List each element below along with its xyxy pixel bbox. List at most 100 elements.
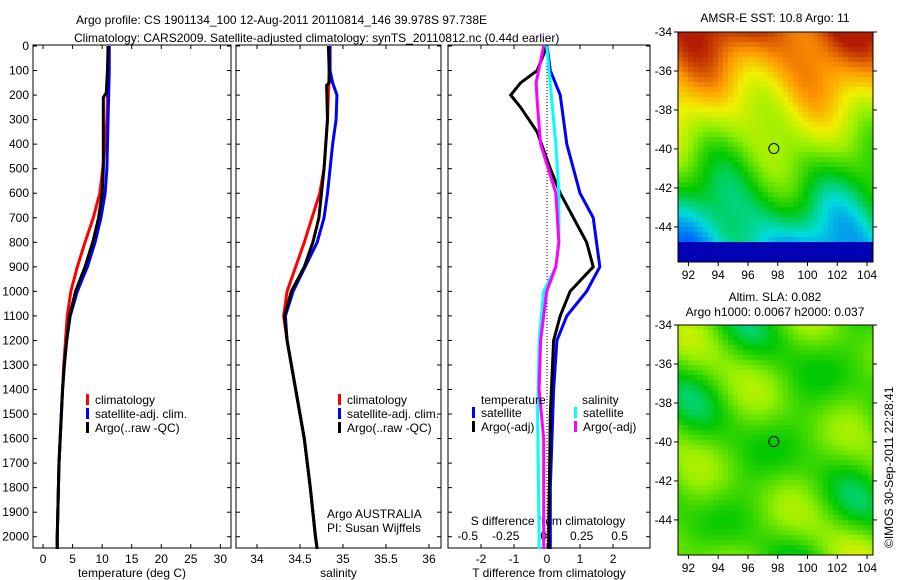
y-tick-label: -36 [655, 64, 673, 78]
x-tick-label: 15 [125, 552, 139, 566]
y-tick-label: 1500 [2, 407, 29, 421]
x-tick-label: 98 [771, 561, 785, 575]
s-tick-label: -0.5 [457, 529, 478, 543]
y-tick-label: -42 [655, 181, 673, 195]
x-tick-label: 35 [336, 552, 350, 566]
y-tick-label: 600 [9, 186, 29, 200]
legend-salinity-heading: salinity [582, 393, 619, 407]
y-tick-label: -44 [655, 513, 673, 527]
legend-swatch [338, 422, 341, 433]
y-tick-label: -40 [655, 142, 673, 156]
y-tick-label: 300 [9, 113, 29, 127]
y-tick-label: 700 [9, 211, 29, 225]
float-annotation: Argo AUSTRALIA [327, 507, 422, 521]
legend-swatch [472, 407, 475, 418]
series-t-satellite [545, 45, 602, 549]
panel-frame [235, 44, 442, 549]
legend-swatch [86, 422, 89, 433]
y-tick-label: -34 [655, 318, 673, 332]
x-tick-label: 30 [214, 552, 228, 566]
y-tick-label: -34 [655, 25, 673, 39]
y-tick-label: -38 [655, 396, 673, 410]
sla-map-title-line-2: Argo h1000: 0.0067 h2000: 0.037 [686, 305, 865, 319]
sst-map-title: AMSR-E SST: 10.8 Argo: 11 [700, 11, 850, 25]
series-climatology [55, 46, 110, 549]
x-tick-label: -2 [476, 552, 487, 566]
y-tick-label: -42 [655, 474, 673, 488]
s-tick-label: 0.5 [611, 529, 628, 543]
sla-map-heatmap [678, 325, 874, 556]
x-tick-label: -1 [509, 552, 520, 566]
x-tick-label: 20 [155, 552, 169, 566]
y-tick-label: 1600 [2, 432, 29, 446]
y-tick-label: 1400 [2, 383, 29, 397]
y-tick-label: 0 [22, 39, 29, 53]
y-tick-label: 1100 [3, 309, 29, 323]
legend-label: Argo(-adj) [481, 420, 534, 434]
x-tick-label: 92 [682, 268, 696, 282]
y-tick-label: 1900 [2, 505, 29, 519]
y-tick-label: -44 [655, 220, 673, 234]
s-tick-label: -0.25 [492, 529, 520, 543]
y-tick-label: 1800 [2, 481, 29, 495]
y-tick-label: 400 [9, 137, 29, 151]
map-frame [677, 324, 874, 556]
x-tick-label: 5 [69, 552, 76, 566]
legend-swatch [574, 421, 577, 432]
credit-label: ©IMOS 30-Sep-2011 22:28:41 [882, 386, 896, 548]
series-t-argo-adj- [508, 45, 595, 549]
y-tick-label: 800 [9, 235, 29, 249]
map-frame [677, 31, 874, 263]
y-tick-label: 900 [9, 260, 29, 274]
x-tick-label: 94 [712, 268, 726, 282]
y-tick-label: 1700 [2, 456, 29, 470]
x-tick-label: 2 [610, 552, 617, 566]
s-tick-label: 0.25 [570, 529, 594, 543]
x-tick-label: 100 [797, 561, 817, 575]
y-tick-label: 100 [9, 64, 29, 78]
legend-swatch [86, 408, 89, 419]
legend-label: Argo(..raw -QC) [95, 421, 180, 435]
x-tick-label: 25 [184, 552, 198, 566]
legend-swatch [338, 408, 341, 419]
x-tick-label: 98 [771, 268, 785, 282]
x-tick-label: 94 [712, 561, 726, 575]
x-tick-label: 36 [422, 552, 436, 566]
title-line-2: Climatology: CARS2009. Satellite-adjuste… [74, 31, 559, 45]
y-tick-label: 200 [9, 88, 29, 102]
x-tick-label: 34 [250, 552, 264, 566]
x-axis-label: T difference from climatology [472, 566, 626, 580]
x-tick-label: 100 [797, 268, 817, 282]
x-axis-label: temperature (deg C) [78, 566, 186, 580]
x-tick-label: 35.5 [374, 552, 398, 566]
y-tick-label: 1300 [2, 358, 29, 372]
legend-label: Argo(-adj) [583, 420, 636, 434]
x-tick-label: 92 [682, 561, 696, 575]
series-argo-raw-qc- [282, 45, 331, 550]
legend-label: satellite [481, 406, 522, 420]
y-tick-label: -36 [655, 357, 673, 371]
legend-swatch [338, 394, 341, 405]
x-tick-label: 96 [741, 561, 755, 575]
argo-location-marker [768, 143, 780, 155]
x-tick-label: 0 [40, 552, 47, 566]
y-tick-label: -38 [655, 103, 673, 117]
y-tick-label: -40 [655, 435, 673, 449]
legend-temperature-heading: temperature [481, 393, 546, 407]
y-tick-label: 1000 [2, 284, 29, 298]
series-satellite-adj-clim- [283, 46, 339, 550]
x-tick-label: 102 [827, 268, 847, 282]
y-tick-label: 2000 [2, 530, 29, 544]
series-s-argo-adj- [534, 45, 561, 549]
y-tick-label: 1200 [2, 333, 29, 347]
x-tick-label: 10 [95, 552, 109, 566]
y-tick-label: 500 [9, 162, 29, 176]
legend-swatch [86, 394, 89, 405]
legend-label: satellite-adj. clim. [347, 407, 439, 421]
series-argo-raw-qc- [55, 45, 110, 549]
x-tick-label: 1 [577, 552, 584, 566]
x-tick-label: 96 [741, 268, 755, 282]
sla-map-title-line-1: Altim. SLA: 0.082 [729, 290, 822, 304]
x-tick-label: 104 [857, 561, 877, 575]
